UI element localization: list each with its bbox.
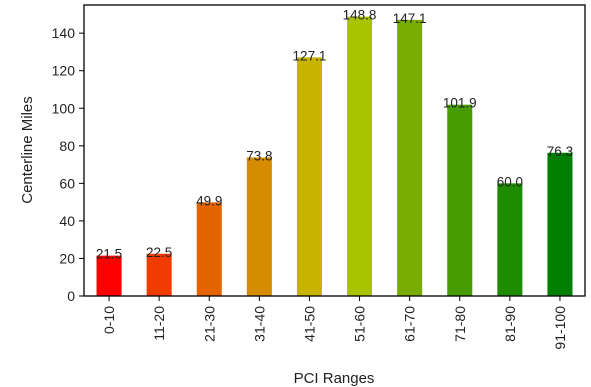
bar-value-label: 49.9	[196, 193, 222, 208]
x-tick-label: 0-10	[101, 306, 117, 334]
bar-0-10	[96, 255, 122, 296]
bar-value-label: 148.8	[343, 8, 377, 23]
x-tick-label: 91-100	[552, 306, 568, 350]
x-axis-ticks: 0-10 11-20 21-30 31-40 41-50 51-60 61-70 71-80 8…	[101, 296, 568, 350]
plot-frame	[83, 4, 586, 297]
bar-labels-group: 21.5 22.5 49.9 73.8 127.1 148.8 147.1 101.9 60.0…	[96, 8, 573, 262]
x-tick-label: 11-20	[151, 306, 167, 341]
y-tick-label: 20	[59, 250, 75, 266]
y-axis-label: Centerline Miles	[19, 96, 36, 204]
bar-value-label: 60.0	[497, 174, 523, 189]
y-tick-label: 140	[52, 25, 76, 41]
x-tick-label: 31-40	[251, 306, 267, 342]
x-tick-label: 61-70	[402, 306, 418, 342]
x-tick-label: 21-30	[201, 306, 217, 342]
x-tick-label: 41-50	[301, 306, 317, 342]
bar-21-30	[196, 202, 222, 296]
bar-51-60	[347, 16, 373, 296]
bar-81-90	[497, 183, 523, 296]
x-tick-label: 51-60	[352, 306, 368, 342]
bar-value-label: 147.1	[393, 11, 427, 26]
bars-group	[96, 16, 573, 297]
bar-31-40	[246, 157, 272, 296]
bar-value-label: 73.8	[246, 148, 272, 163]
y-axis-ticks: 0 20 40 60 80 100 120 140	[52, 25, 84, 304]
bar-41-50	[296, 57, 322, 296]
bar-91-100	[547, 152, 573, 296]
x-tick-label: 71-80	[452, 306, 468, 342]
bar-61-70	[397, 19, 423, 297]
x-tick-label: 81-90	[502, 306, 518, 342]
x-axis-label: PCI Ranges	[294, 370, 375, 387]
y-tick-label: 0	[67, 288, 75, 304]
bar-value-label: 101.9	[443, 96, 477, 111]
y-tick-label: 40	[59, 213, 75, 229]
y-tick-label: 60	[59, 175, 75, 191]
bar-value-label: 21.5	[96, 247, 122, 262]
y-tick-label: 100	[52, 100, 76, 116]
bar-value-label: 127.1	[293, 48, 327, 63]
y-tick-label: 80	[59, 138, 75, 154]
bar-71-80	[447, 104, 473, 296]
bar-11-20	[146, 253, 172, 296]
bar-value-label: 76.3	[547, 144, 573, 159]
y-tick-label: 120	[52, 63, 76, 79]
bar-value-label: 22.5	[146, 245, 172, 260]
